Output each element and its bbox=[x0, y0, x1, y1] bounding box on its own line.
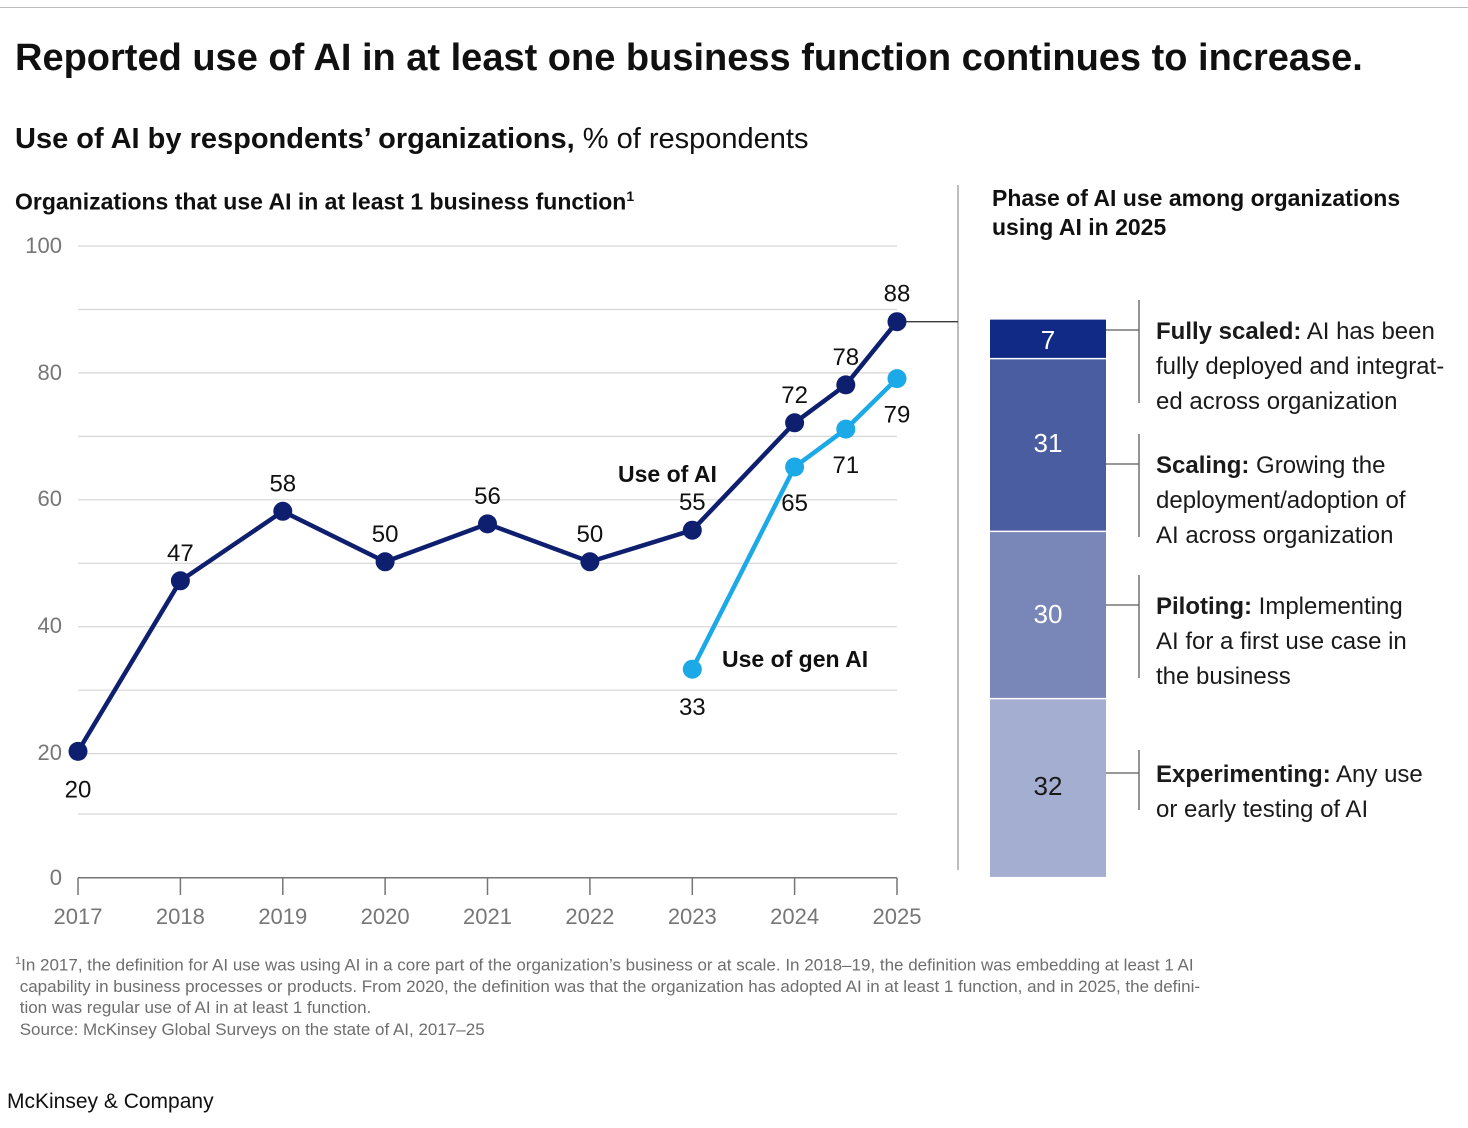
svg-text:Piloting: Implementing: Piloting: Implementing bbox=[1156, 593, 1403, 620]
svg-text:or early testing of AI: or early testing of AI bbox=[1156, 796, 1368, 823]
svg-text:Scaling: Growing the: Scaling: Growing the bbox=[1156, 452, 1385, 479]
svg-text:32: 32 bbox=[1034, 771, 1063, 801]
svg-text:Experimenting: Any use: Experimenting: Any use bbox=[1156, 761, 1423, 788]
svg-text:deployment/adoption of: deployment/adoption of bbox=[1156, 487, 1406, 514]
svg-text:fully deployed and integrat-: fully deployed and integrat- bbox=[1156, 353, 1444, 380]
svg-text:31: 31 bbox=[1034, 428, 1063, 458]
svg-text:30: 30 bbox=[1034, 599, 1063, 629]
svg-text:AI for a first use case in: AI for a first use case in bbox=[1156, 628, 1407, 655]
svg-text:the business: the business bbox=[1156, 663, 1291, 690]
svg-text:ed across organization: ed across organization bbox=[1156, 388, 1397, 415]
svg-text:Fully scaled: AI has been: Fully scaled: AI has been bbox=[1156, 318, 1435, 345]
svg-text:AI across organization: AI across organization bbox=[1156, 522, 1393, 549]
svg-text:7: 7 bbox=[1041, 325, 1055, 355]
